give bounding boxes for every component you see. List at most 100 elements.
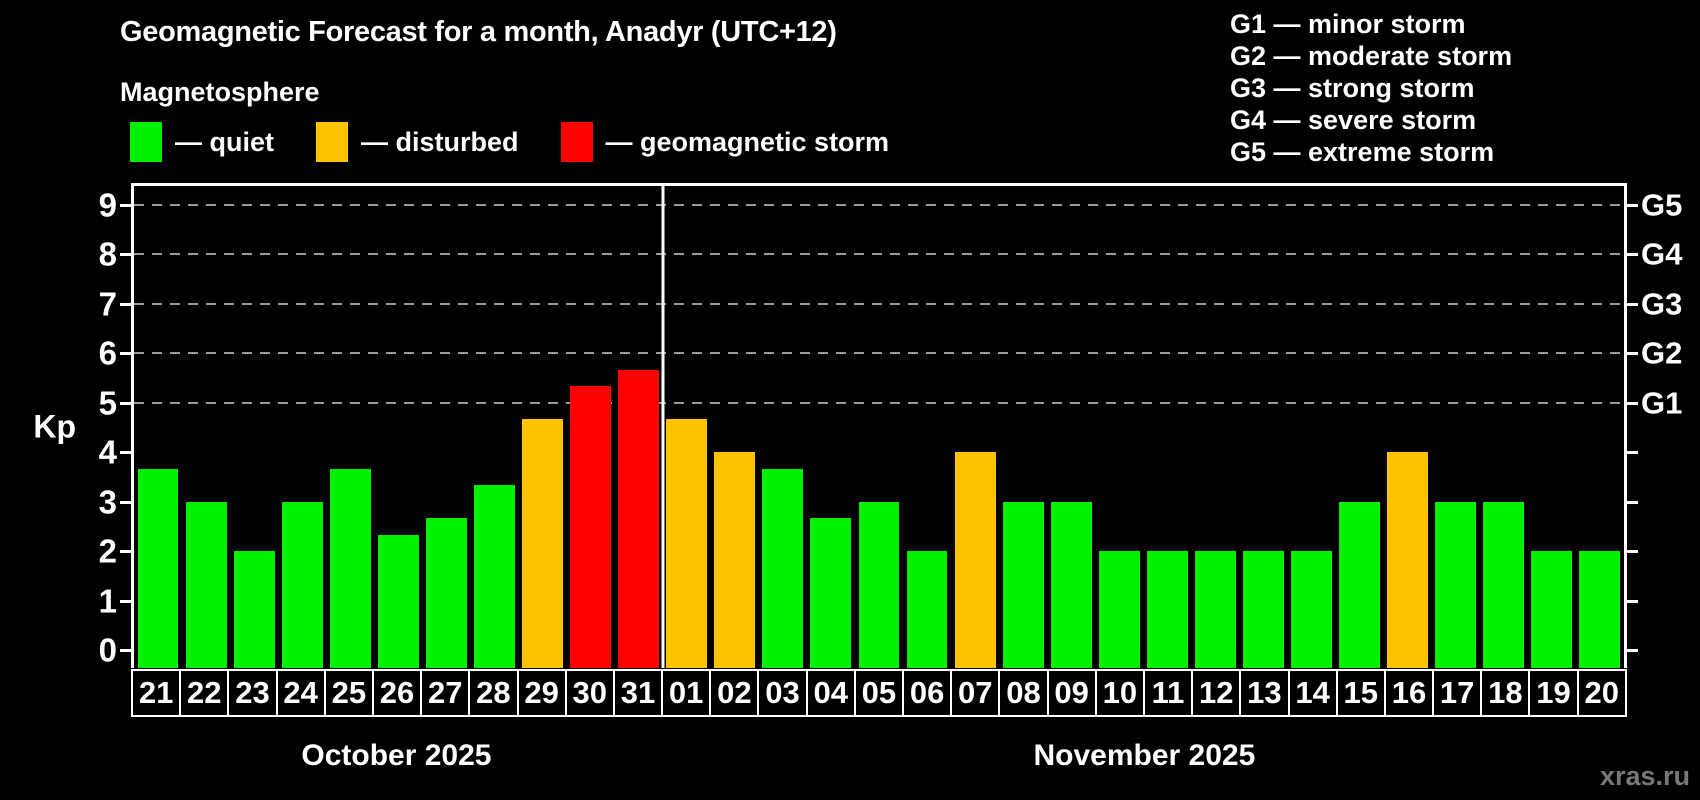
left-tick-kp0 <box>120 649 131 653</box>
kp-bar-28 <box>474 485 515 668</box>
right-tick-kp0 <box>1627 649 1638 653</box>
bar-slot-22 <box>182 186 230 668</box>
day-cell-07: 07 <box>952 671 1001 715</box>
kp-bar-06 <box>906 551 948 668</box>
kp-bar-08 <box>1002 501 1044 668</box>
gridline-kp9 <box>134 203 1624 206</box>
storm-scale-g3: G3 — strong storm <box>1230 73 1475 103</box>
bar-slot-05 <box>855 186 903 668</box>
day-cell-31: 31 <box>615 671 664 715</box>
right-axis-label-g2: G2 <box>1641 335 1683 371</box>
gridline-kp8 <box>134 253 1624 256</box>
month-captions-row: October 2025 November 2025 <box>131 733 1627 779</box>
kp-bar-19 <box>1531 551 1573 668</box>
bar-slot-27 <box>422 186 470 668</box>
left-tick-kp2 <box>120 550 131 554</box>
left-tick-kp8 <box>120 253 131 257</box>
legend-label-storm: — geomagnetic storm <box>605 126 890 157</box>
left-tick-kp3 <box>120 500 131 504</box>
bar-slot-07 <box>951 186 999 668</box>
day-cell-06: 06 <box>904 671 953 715</box>
kp-bar-24 <box>281 501 323 668</box>
legend-label-quiet: — quiet <box>175 126 274 157</box>
bar-slot-18 <box>1480 186 1528 668</box>
bar-slot-20 <box>1576 186 1624 668</box>
day-cell-17: 17 <box>1434 671 1483 715</box>
plot-area: Kp 0 1 2 3 4 5 6 7 8 9 G1 G2 G3 G4 G5 <box>33 183 1682 668</box>
kp-bar-14 <box>1291 551 1332 668</box>
chart-title: Geomagnetic Forecast for a month, Anadyr… <box>120 16 837 48</box>
day-cell-19: 19 <box>1530 671 1579 715</box>
right-axis-label-g3: G3 <box>1641 286 1683 322</box>
bar-slot-26 <box>374 186 422 668</box>
month-caption-0: October 2025 <box>301 739 492 772</box>
legend-item-storm: — geomagnetic storm <box>560 122 890 162</box>
bar-slot-24 <box>278 186 326 668</box>
day-cell-13: 13 <box>1241 671 1290 715</box>
left-tick-kp7 <box>120 302 131 306</box>
gridline-kp6 <box>134 352 1624 355</box>
kp-bar-13 <box>1243 551 1284 668</box>
bar-slot-09 <box>1047 186 1095 668</box>
day-cell-02: 02 <box>711 671 760 715</box>
legend-item-disturbed: — disturbed <box>316 122 519 162</box>
day-cell-23: 23 <box>229 671 278 715</box>
right-axis-label-g4: G4 <box>1641 236 1683 272</box>
right-tick-kp6 <box>1627 352 1638 356</box>
kp-bar-21 <box>137 468 179 668</box>
kp-bar-20 <box>1579 551 1621 668</box>
day-labels-row: 21 22 23 24 25 26 27 28 29 30 31 01 02 03 04 05 06 07 08 09… <box>131 669 1627 717</box>
day-cell-26: 26 <box>374 671 423 715</box>
bar-slot-15 <box>1336 186 1384 668</box>
kp-bar-02 <box>714 452 756 668</box>
bar-slot-30 <box>567 186 615 668</box>
day-cell-29: 29 <box>519 671 567 715</box>
kp-bar-15 <box>1339 501 1381 668</box>
kp-bar-09 <box>1050 501 1092 668</box>
storm-scale-g4: G4 — severe storm <box>1230 105 1477 135</box>
day-cell-30: 30 <box>567 671 615 715</box>
gridline-kp7 <box>134 302 1624 305</box>
day-cell-22: 22 <box>181 671 230 715</box>
month-separator-line <box>661 186 665 668</box>
left-tick-kp5 <box>120 401 131 405</box>
y-tick-label-3: 3 <box>98 483 117 521</box>
bar-slot-14 <box>1288 186 1336 668</box>
right-tick-kp5 <box>1627 401 1638 405</box>
quiet-color-swatch <box>130 122 162 162</box>
day-cell-24: 24 <box>278 671 326 715</box>
y-tick-label-4: 4 <box>98 433 117 471</box>
bar-slot-11 <box>1143 186 1191 668</box>
bar-slot-03 <box>759 186 807 668</box>
y-axis-label: Kp <box>33 408 76 445</box>
right-tick-kp3 <box>1627 500 1638 504</box>
kp-bar-25 <box>329 468 371 668</box>
kp-bar-10 <box>1098 551 1140 668</box>
y-tick-label-2: 2 <box>98 532 117 570</box>
day-cell-21: 21 <box>133 671 182 715</box>
y-tick-label-7: 7 <box>98 285 117 323</box>
right-tick-kp7 <box>1627 302 1638 306</box>
kp-bar-29 <box>522 419 563 668</box>
bar-slot-06 <box>903 186 951 668</box>
bars-container <box>134 186 1624 668</box>
y-tick-label-0: 0 <box>98 631 117 669</box>
kp-bar-05 <box>858 501 900 668</box>
kp-bar-17 <box>1435 501 1477 668</box>
y-tick-label-6: 6 <box>98 334 117 372</box>
day-cell-20: 20 <box>1584 675 1619 710</box>
bar-slot-12 <box>1191 186 1239 668</box>
bar-slot-19 <box>1528 186 1576 668</box>
bar-slot-23 <box>230 186 278 668</box>
disturbed-color-swatch <box>316 122 348 162</box>
day-cell-15: 15 <box>1338 671 1386 715</box>
kp-bar-01 <box>666 419 708 668</box>
kp-bar-27 <box>425 518 467 668</box>
y-tick-label-1: 1 <box>98 582 117 620</box>
day-cell-25: 25 <box>326 671 374 715</box>
chart-subtitle: Magnetosphere <box>120 77 320 107</box>
bar-slot-04 <box>807 186 855 668</box>
right-tick-kp4 <box>1627 451 1638 455</box>
storm-color-swatch <box>560 122 593 162</box>
